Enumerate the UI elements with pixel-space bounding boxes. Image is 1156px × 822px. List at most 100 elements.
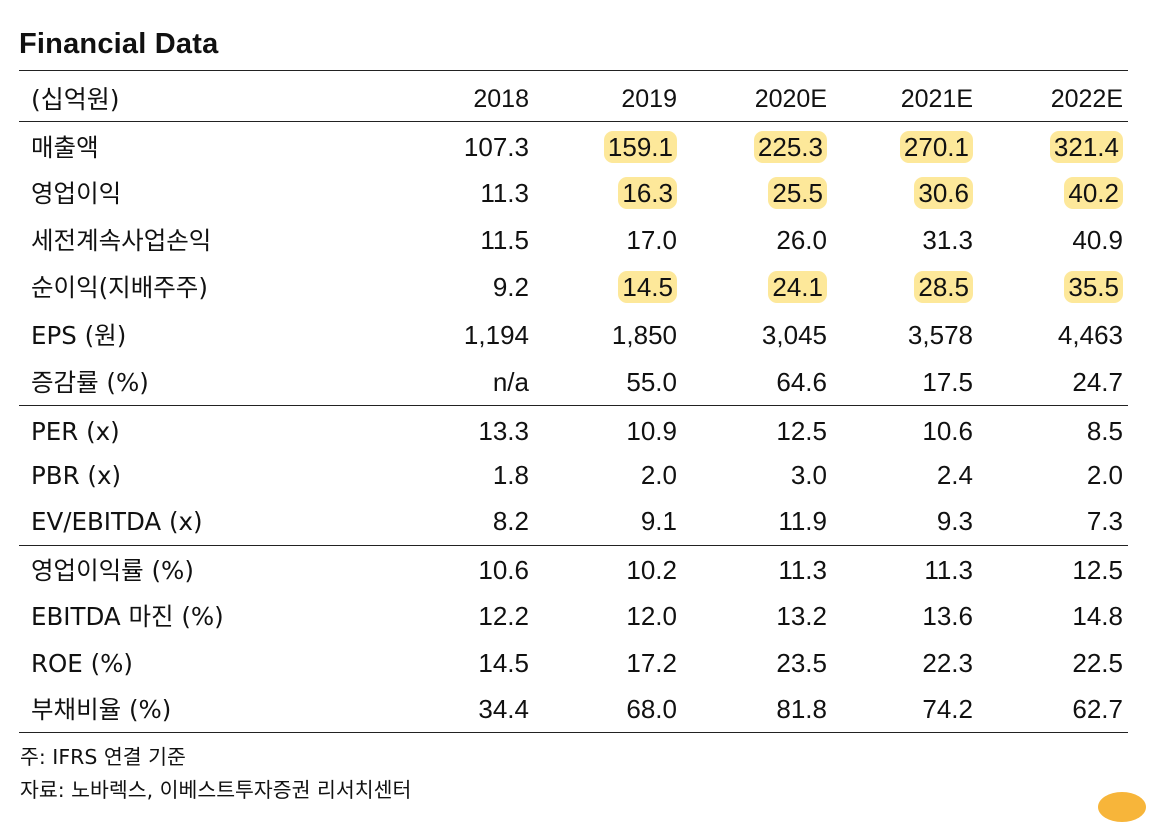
cell-value: 12.0 bbox=[626, 601, 677, 631]
row-label: 증감률 (%) bbox=[31, 368, 149, 397]
value-cell: 26.0 bbox=[707, 217, 827, 264]
cell-value: 9.2 bbox=[492, 272, 529, 302]
value-cell: 11.3 bbox=[853, 547, 973, 594]
cell-value: 159.1 bbox=[603, 131, 677, 163]
value-cell: 40.9 bbox=[1003, 217, 1123, 264]
year-header: 2022E bbox=[1050, 85, 1123, 113]
cell-value: 9.3 bbox=[936, 506, 973, 536]
value-cell: 10.2 bbox=[557, 547, 677, 594]
value-cell: 8.2 bbox=[409, 498, 529, 545]
value-cell: 64.6 bbox=[707, 359, 827, 406]
cell-value: 3,578 bbox=[907, 320, 973, 350]
table-row: 증감률 (%) n/a 55.0 64.6 17.5 24.7 bbox=[19, 359, 1128, 406]
cell-value: 23.5 bbox=[776, 648, 827, 678]
value-cell: n/a bbox=[409, 359, 529, 406]
value-cell: 2.0 bbox=[557, 452, 677, 499]
table-row: EV/EBITDA (x) 8.2 9.1 11.9 9.3 7.3 bbox=[19, 498, 1128, 545]
table-row: 세전계속사업손익 11.5 17.0 26.0 31.3 40.9 bbox=[19, 217, 1128, 264]
section-divider bbox=[19, 545, 1128, 546]
row-label: 영업이익 bbox=[31, 179, 122, 208]
value-cell: 3.0 bbox=[707, 452, 827, 499]
footnote-source: 자료: 노바렉스, 이베스트투자증권 리서치센터 bbox=[20, 778, 412, 802]
cell-value: 13.6 bbox=[922, 601, 973, 631]
row-label: ROE (%) bbox=[31, 649, 133, 678]
value-cell: 55.0 bbox=[557, 359, 677, 406]
table-row: EBITDA 마진 (%) 12.2 12.0 13.2 13.6 14.8 bbox=[19, 593, 1128, 640]
footnote-basis: 주: IFRS 연결 기준 bbox=[20, 745, 186, 769]
cell-value: 13.2 bbox=[776, 601, 827, 631]
cell-value: 2.0 bbox=[640, 460, 677, 490]
value-cell: 17.2 bbox=[557, 640, 677, 687]
year-header: 2018 bbox=[473, 85, 529, 113]
cell-value: 24.7 bbox=[1072, 367, 1123, 397]
year-header: 2019 bbox=[621, 85, 677, 113]
highlighted-value-cell: 159.1 bbox=[557, 124, 677, 171]
value-cell: 12.5 bbox=[1003, 547, 1123, 594]
cell-value: 321.4 bbox=[1049, 131, 1123, 163]
cell-value: 1.8 bbox=[492, 460, 529, 490]
cell-value: 10.6 bbox=[922, 416, 973, 446]
year-header: 2020E bbox=[754, 85, 827, 113]
cell-value: 14.5 bbox=[478, 648, 529, 678]
cell-value: 30.6 bbox=[914, 177, 973, 209]
table-row: PER (x) 13.3 10.9 12.5 10.6 8.5 bbox=[19, 408, 1128, 455]
value-cell: 34.4 bbox=[409, 686, 529, 733]
highlighted-value-cell: 40.2 bbox=[1003, 170, 1123, 217]
cell-value: 3.0 bbox=[790, 460, 827, 490]
cell-value: 28.5 bbox=[914, 271, 973, 303]
cell-value: 7.3 bbox=[1086, 506, 1123, 536]
table-row: 영업이익 11.3 16.3 25.5 30.6 40.2 bbox=[19, 170, 1128, 217]
highlighted-value-cell: 35.5 bbox=[1003, 264, 1123, 311]
cell-value: 2.0 bbox=[1086, 460, 1123, 490]
header-rule bbox=[19, 121, 1128, 122]
value-cell: 11.5 bbox=[409, 217, 529, 264]
table-row: ROE (%) 14.5 17.2 23.5 22.3 22.5 bbox=[19, 640, 1128, 687]
cell-value: 40.9 bbox=[1072, 225, 1123, 255]
value-cell: 22.3 bbox=[853, 640, 973, 687]
cell-value: 2.4 bbox=[936, 460, 973, 490]
cell-value: 17.2 bbox=[626, 648, 677, 678]
value-cell: 31.3 bbox=[853, 217, 973, 264]
value-cell: 9.1 bbox=[557, 498, 677, 545]
row-label: PBR (x) bbox=[31, 461, 122, 490]
highlighted-value-cell: 321.4 bbox=[1003, 124, 1123, 171]
value-cell: 13.2 bbox=[707, 593, 827, 640]
cell-value: 8.2 bbox=[492, 506, 529, 536]
cell-value: 68.0 bbox=[626, 694, 677, 724]
highlighted-value-cell: 24.1 bbox=[707, 264, 827, 311]
cell-value: 3,045 bbox=[761, 320, 827, 350]
value-cell: 12.2 bbox=[409, 593, 529, 640]
highlighted-value-cell: 16.3 bbox=[557, 170, 677, 217]
cell-value: 10.6 bbox=[478, 555, 529, 585]
value-cell: 1.8 bbox=[409, 452, 529, 499]
value-cell: 81.8 bbox=[707, 686, 827, 733]
bottom-rule bbox=[19, 732, 1128, 733]
cell-value: 25.5 bbox=[768, 177, 827, 209]
value-cell: 1,194 bbox=[409, 312, 529, 359]
cell-value: 26.0 bbox=[776, 225, 827, 255]
corner-accent-shape bbox=[1098, 792, 1146, 822]
value-cell: 17.5 bbox=[853, 359, 973, 406]
table-header: (십억원) 2018 2019 2020E 2021E 2022E bbox=[19, 76, 1128, 123]
cell-value: 4,463 bbox=[1057, 320, 1123, 350]
cell-value: 1,194 bbox=[463, 320, 529, 350]
cell-value: 12.5 bbox=[776, 416, 827, 446]
value-cell: 24.7 bbox=[1003, 359, 1123, 406]
row-label: EPS (원) bbox=[31, 321, 127, 350]
cell-value: 31.3 bbox=[922, 225, 973, 255]
value-cell: 10.6 bbox=[409, 547, 529, 594]
highlighted-value-cell: 30.6 bbox=[853, 170, 973, 217]
cell-value: 11.9 bbox=[778, 506, 827, 536]
cell-value: 64.6 bbox=[776, 367, 827, 397]
section-divider bbox=[19, 405, 1128, 406]
cell-value: 11.3 bbox=[778, 555, 827, 585]
cell-value: 10.9 bbox=[626, 416, 677, 446]
value-cell: 107.3 bbox=[409, 124, 529, 171]
value-cell: 9.3 bbox=[853, 498, 973, 545]
cell-value: 11.3 bbox=[924, 555, 973, 585]
highlighted-value-cell: 270.1 bbox=[853, 124, 973, 171]
value-cell: 1,850 bbox=[557, 312, 677, 359]
cell-value: 16.3 bbox=[618, 177, 677, 209]
cell-value: 270.1 bbox=[899, 131, 973, 163]
value-cell: 12.5 bbox=[707, 408, 827, 455]
